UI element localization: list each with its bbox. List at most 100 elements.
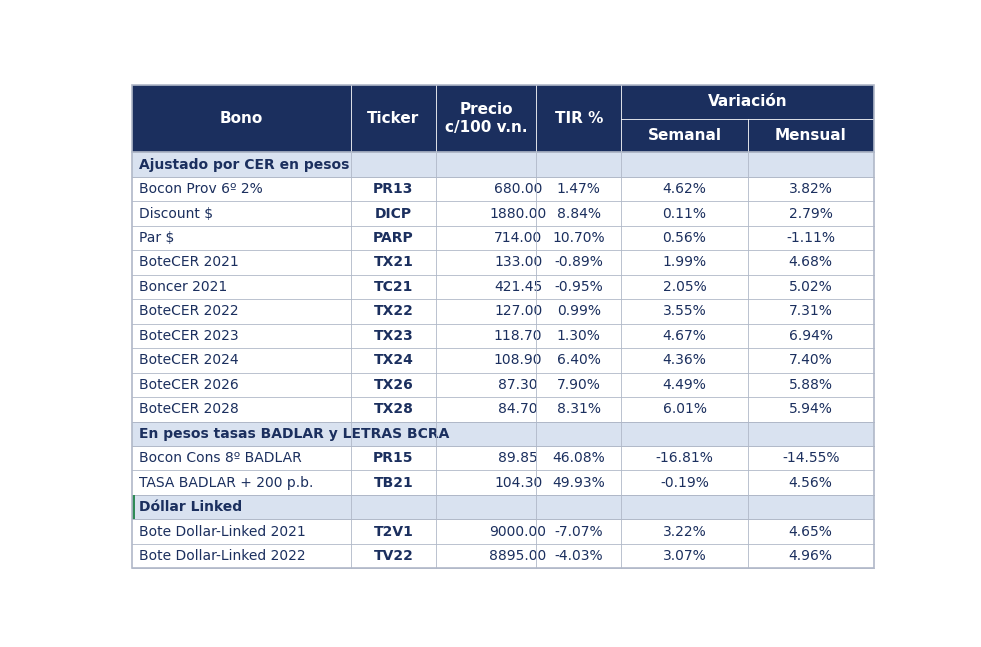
Text: 3.82%: 3.82% xyxy=(789,182,833,196)
Text: En pesos tasas BADLAR y LETRAS BCRA: En pesos tasas BADLAR y LETRAS BCRA xyxy=(139,427,449,441)
Text: 10.70%: 10.70% xyxy=(552,231,605,245)
Text: 8.84%: 8.84% xyxy=(557,206,600,221)
Text: PR15: PR15 xyxy=(373,451,414,465)
Text: -0.95%: -0.95% xyxy=(554,280,603,294)
Text: 6.94%: 6.94% xyxy=(789,329,833,343)
Bar xyxy=(131,275,874,299)
Text: 6.01%: 6.01% xyxy=(662,402,706,416)
Bar xyxy=(131,373,874,397)
Text: TX23: TX23 xyxy=(374,329,413,343)
Bar xyxy=(131,520,874,544)
Text: PR13: PR13 xyxy=(373,182,414,196)
Bar xyxy=(131,544,874,568)
Text: 89.85: 89.85 xyxy=(498,451,538,465)
Text: 104.30: 104.30 xyxy=(494,476,542,490)
Text: 46.08%: 46.08% xyxy=(552,451,605,465)
Text: TV22: TV22 xyxy=(374,549,413,563)
Text: BoteCER 2021: BoteCER 2021 xyxy=(139,256,239,270)
Text: 5.02%: 5.02% xyxy=(789,280,833,294)
Text: Mensual: Mensual xyxy=(775,128,847,143)
Text: DICP: DICP xyxy=(375,206,412,221)
Text: -1.11%: -1.11% xyxy=(786,231,835,245)
Text: 0.11%: 0.11% xyxy=(662,206,706,221)
Text: Ajustado por CER en pesos: Ajustado por CER en pesos xyxy=(139,158,349,171)
Text: 1.47%: 1.47% xyxy=(557,182,600,196)
Text: 714.00: 714.00 xyxy=(494,231,542,245)
Text: 3.07%: 3.07% xyxy=(663,549,706,563)
Text: Dóllar Linked: Dóllar Linked xyxy=(139,500,242,514)
Text: 118.70: 118.70 xyxy=(493,329,542,343)
Text: BoteCER 2026: BoteCER 2026 xyxy=(139,378,239,392)
Bar xyxy=(131,348,874,373)
Text: TB21: TB21 xyxy=(374,476,413,490)
Text: 4.36%: 4.36% xyxy=(662,353,706,367)
Text: Discount $: Discount $ xyxy=(139,206,214,221)
Text: 49.93%: 49.93% xyxy=(552,476,605,490)
Text: 133.00: 133.00 xyxy=(494,256,542,270)
Text: BoteCER 2023: BoteCER 2023 xyxy=(139,329,239,343)
Text: 1.30%: 1.30% xyxy=(557,329,600,343)
Text: 2.05%: 2.05% xyxy=(663,280,706,294)
Text: 4.68%: 4.68% xyxy=(789,256,833,270)
Text: TX21: TX21 xyxy=(374,256,413,270)
Bar xyxy=(131,495,134,520)
Text: TX24: TX24 xyxy=(374,353,413,367)
Text: TX26: TX26 xyxy=(374,378,413,392)
Text: -0.89%: -0.89% xyxy=(554,256,603,270)
Text: 680.00: 680.00 xyxy=(494,182,542,196)
Text: 8.31%: 8.31% xyxy=(557,402,600,416)
Bar xyxy=(131,226,874,250)
Text: 5.94%: 5.94% xyxy=(789,402,833,416)
Text: Semanal: Semanal xyxy=(647,128,722,143)
Text: 0.56%: 0.56% xyxy=(662,231,706,245)
Text: T2V1: T2V1 xyxy=(374,525,413,539)
Text: 4.65%: 4.65% xyxy=(789,525,833,539)
Text: 84.70: 84.70 xyxy=(498,402,538,416)
Text: 7.40%: 7.40% xyxy=(789,353,833,367)
Bar xyxy=(131,85,874,152)
Bar xyxy=(131,324,874,348)
Text: 7.31%: 7.31% xyxy=(789,305,833,318)
Text: Bocon Cons 8º BADLAR: Bocon Cons 8º BADLAR xyxy=(139,451,302,465)
Text: 1880.00: 1880.00 xyxy=(490,206,546,221)
Bar xyxy=(131,495,874,520)
Text: Bocon Prov 6º 2%: Bocon Prov 6º 2% xyxy=(139,182,263,196)
Text: BoteCER 2022: BoteCER 2022 xyxy=(139,305,239,318)
Text: 7.90%: 7.90% xyxy=(557,378,600,392)
Text: 3.55%: 3.55% xyxy=(663,305,706,318)
Text: TX28: TX28 xyxy=(374,402,413,416)
Text: 4.62%: 4.62% xyxy=(662,182,706,196)
Text: -0.19%: -0.19% xyxy=(660,476,709,490)
Text: 9000.00: 9000.00 xyxy=(490,525,546,539)
Text: TC21: TC21 xyxy=(374,280,413,294)
Text: TX22: TX22 xyxy=(374,305,413,318)
Text: 0.99%: 0.99% xyxy=(557,305,600,318)
Text: Bote Dollar-Linked 2022: Bote Dollar-Linked 2022 xyxy=(139,549,306,563)
Text: TIR %: TIR % xyxy=(554,111,603,126)
Bar xyxy=(131,470,874,495)
Bar xyxy=(131,153,874,177)
Text: 1.99%: 1.99% xyxy=(662,256,706,270)
Text: -14.55%: -14.55% xyxy=(782,451,840,465)
Text: -4.03%: -4.03% xyxy=(554,549,603,563)
Text: 3.22%: 3.22% xyxy=(663,525,706,539)
Text: 6.40%: 6.40% xyxy=(557,353,600,367)
Text: BoteCER 2024: BoteCER 2024 xyxy=(139,353,239,367)
Text: Par $: Par $ xyxy=(139,231,175,245)
Text: 4.49%: 4.49% xyxy=(662,378,706,392)
Bar xyxy=(131,446,874,470)
Text: Bono: Bono xyxy=(220,111,263,126)
Bar xyxy=(131,177,874,201)
Text: Precio
c/100 v.n.: Precio c/100 v.n. xyxy=(444,102,528,135)
Text: 8895.00: 8895.00 xyxy=(490,549,546,563)
Text: 421.45: 421.45 xyxy=(494,280,542,294)
Bar xyxy=(131,250,874,275)
Text: 4.96%: 4.96% xyxy=(789,549,833,563)
Text: 4.56%: 4.56% xyxy=(789,476,833,490)
Text: Bote Dollar-Linked 2021: Bote Dollar-Linked 2021 xyxy=(139,525,306,539)
Text: 108.90: 108.90 xyxy=(493,353,542,367)
Text: 4.67%: 4.67% xyxy=(662,329,706,343)
Text: 5.88%: 5.88% xyxy=(789,378,833,392)
Text: BoteCER 2028: BoteCER 2028 xyxy=(139,402,239,416)
Text: 87.30: 87.30 xyxy=(498,378,538,392)
